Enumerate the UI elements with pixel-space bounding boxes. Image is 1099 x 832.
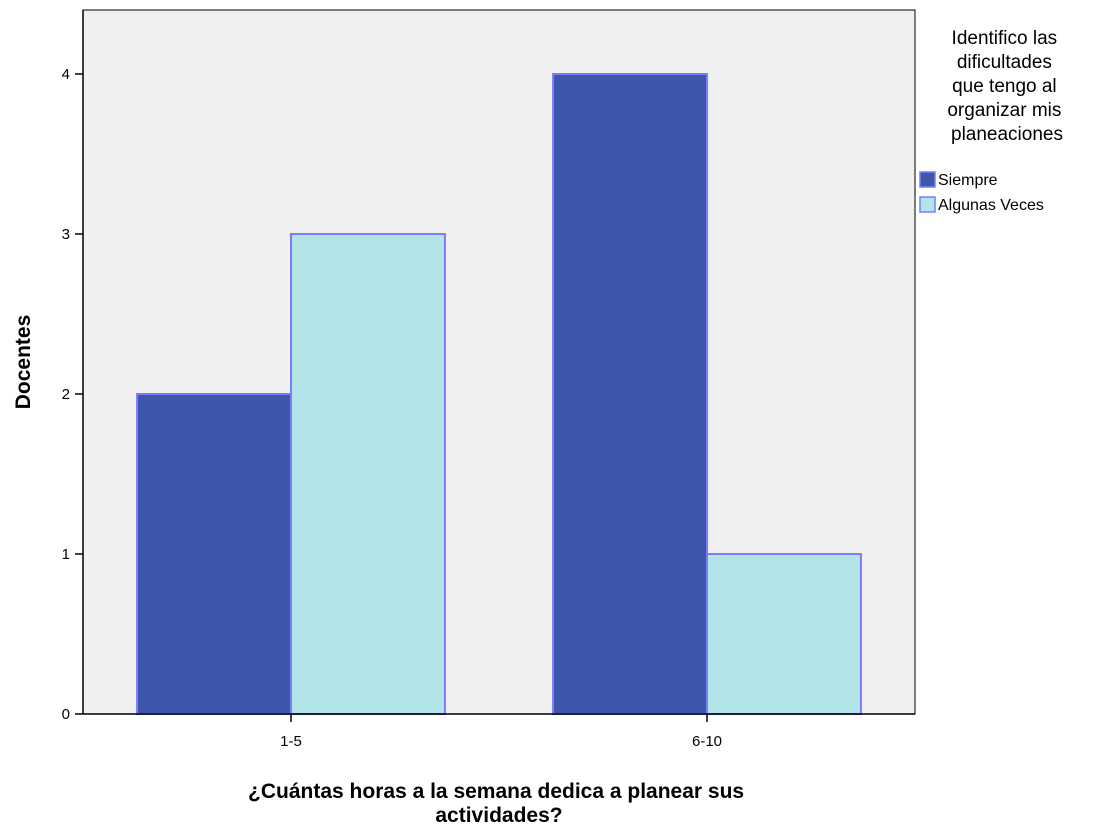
x-tick-label-6-10: 6-10 [692,733,722,750]
x-axis-title-line-2: actividades? [435,804,562,827]
legend-title-line-3: que tengo al [952,76,1057,97]
legend-swatch-siempre [919,171,936,188]
legend-title: Identifico las dificultades que tengo al… [947,28,1066,145]
bar-algunas-veces-1-5 [290,233,446,715]
legend-label-algunas-veces: Algunas Veces [938,197,1044,214]
bar-siempre-6-10 [552,73,709,715]
legend-title-line-2: dificultades [957,52,1052,73]
legend-title-line-5: planeaciones [951,124,1063,145]
bar-algunas-veces-6-10 [706,553,862,715]
x-axis-title-line-1: ¿Cuántas horas a la semana dedica a plan… [248,780,744,803]
y-tick-label-0: 0 [62,706,70,723]
y-axis-title: Docentes [12,315,35,410]
legend-label-siempre: Siempre [938,172,998,189]
y-tick-label-2: 2 [62,386,70,403]
y-tick-label-1: 1 [62,546,70,563]
legend: Identifico las dificultades que tengo al… [919,28,1066,214]
y-tick-label-4: 4 [62,66,70,83]
legend-swatch-algunas-veces [919,196,936,213]
legend-title-line-1: Identifico las [952,28,1058,49]
legend-title-line-4: organizar mis [947,100,1061,121]
x-axis-title: ¿Cuántas horas a la semana dedica a plan… [248,780,750,827]
y-tick-label-3: 3 [62,226,70,243]
x-tick-label-1-5: 1-5 [280,733,302,750]
bar-siempre-1-5 [136,393,292,715]
